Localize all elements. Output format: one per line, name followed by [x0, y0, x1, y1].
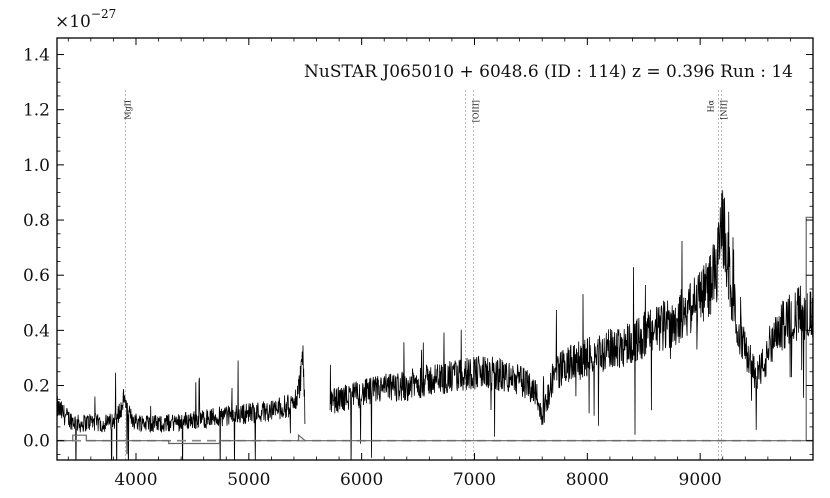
- x-tick-label: 4000: [114, 470, 157, 490]
- step-line: [57, 216, 813, 445]
- chart-title: NuSTAR J065010 + 6048.6 (ID : 114) z = 0…: [304, 62, 793, 82]
- y-tick-label: 0.2: [23, 377, 50, 397]
- spectrum-line: [57, 345, 306, 460]
- y-tick-label: 0.4: [23, 321, 50, 341]
- emission-line-label: MgII: [123, 100, 132, 120]
- y-tick-label: 1.4: [23, 46, 50, 66]
- emission-line-label: [OIII]: [471, 100, 480, 122]
- y-tick-label: 0.8: [23, 211, 50, 231]
- plot-frame: [56, 37, 814, 461]
- y-tick-label: 1.0: [23, 156, 50, 176]
- y-tick-label: 0.6: [23, 266, 50, 286]
- emission-line-label: Hα: [707, 99, 716, 112]
- plot-area: [57, 90, 813, 460]
- x-tick-label: 5000: [227, 470, 270, 490]
- axes: MgII [OIII] Hα [NII] 4000 5000 6000 7000 8000 900…: [23, 37, 814, 490]
- x-tick-label: 8000: [566, 470, 609, 490]
- y-tick-label: 1.2: [23, 101, 50, 121]
- spectrum-line: [329, 190, 813, 460]
- x-tick-label: 6000: [340, 470, 383, 490]
- emission-line-label: [NII]: [719, 100, 728, 120]
- y-tick-label: 0.0: [23, 432, 50, 452]
- x-tick-label: 9000: [679, 470, 722, 490]
- x-tick-label: 7000: [453, 470, 496, 490]
- y-axis-multiplier: ×10−27: [55, 7, 116, 32]
